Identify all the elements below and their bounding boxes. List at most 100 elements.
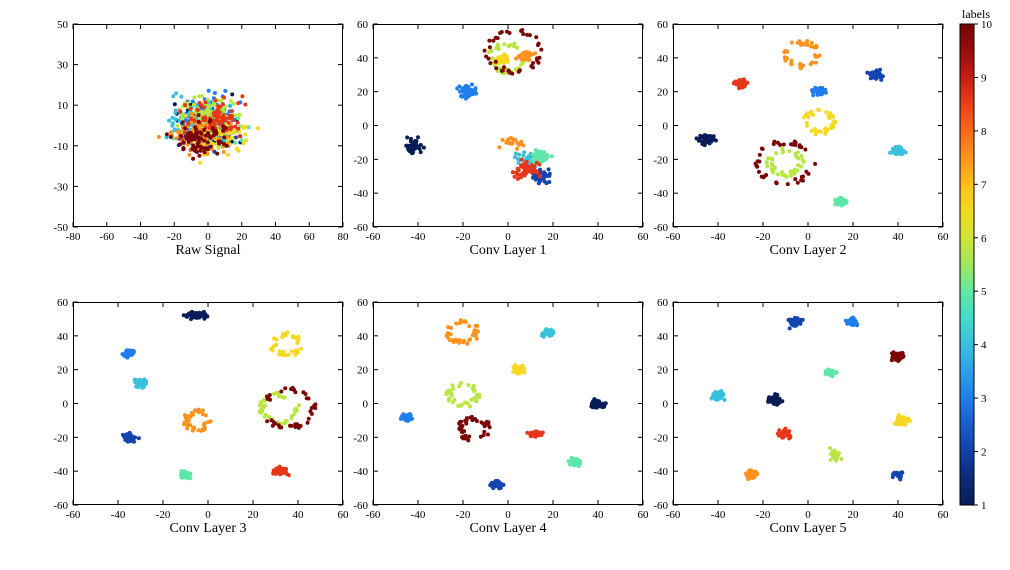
panel-conv3-plot: -60-40-200204060-60-40-200204060 xyxy=(73,302,343,505)
xtick-label: -20 xyxy=(756,509,771,521)
ytick-label: 20 xyxy=(357,87,369,99)
panel-conv3: -60-40-200204060-60-40-200204060 Conv Lay… xyxy=(73,302,343,535)
xtick-label: 40 xyxy=(893,231,905,243)
xtick-label: 80 xyxy=(338,231,350,243)
panel-conv1: -60-40-200204060-60-40-200204060 Conv Lay… xyxy=(373,24,643,257)
panel-conv2-plot: -60-40-200204060-60-40-200204060 xyxy=(673,24,943,227)
ytick-label: -40 xyxy=(653,466,668,478)
xtick-label: 0 xyxy=(805,509,811,521)
xtick-label: -40 xyxy=(111,509,126,521)
xtick-label: -40 xyxy=(711,231,726,243)
xtick-label: 20 xyxy=(236,231,248,243)
ytick-label: 20 xyxy=(57,365,69,377)
panel-conv1-title: Conv Layer 1 xyxy=(373,243,643,259)
ytick-label: -20 xyxy=(353,432,368,444)
ytick-label: -20 xyxy=(653,154,668,166)
ytick-label: 60 xyxy=(657,297,669,309)
ytick-label: 40 xyxy=(57,331,69,343)
ytick-label: -40 xyxy=(53,466,68,478)
xtick-label: 0 xyxy=(205,509,211,521)
ytick-label: 0 xyxy=(663,121,669,133)
scatter-points xyxy=(157,89,260,165)
ytick-label: -60 xyxy=(353,500,368,512)
xtick-label: 40 xyxy=(593,231,605,243)
axis-box xyxy=(374,25,643,227)
colorbar-title: labels xyxy=(962,7,990,21)
xtick-label: 40 xyxy=(270,231,282,243)
ytick-label: 20 xyxy=(657,87,669,99)
scatter-points xyxy=(399,318,608,490)
ytick-label: -30 xyxy=(53,181,68,193)
xtick-label: -40 xyxy=(411,509,426,521)
scatter-points xyxy=(404,28,554,185)
ytick-label: 30 xyxy=(57,60,69,72)
xtick-label: -20 xyxy=(167,231,182,243)
colorbar-tick-label: 6 xyxy=(981,233,987,245)
panel-conv5-plot: -60-40-200204060-60-40-200204060 xyxy=(673,302,943,505)
ytick-label: -20 xyxy=(53,432,68,444)
panel-conv1-plot: -60-40-200204060-60-40-200204060 xyxy=(373,24,643,227)
colorbar-tick-label: 4 xyxy=(981,340,987,352)
ytick-label: 60 xyxy=(657,19,669,31)
ytick-label: 40 xyxy=(657,53,669,65)
colorbar-tick-label: 7 xyxy=(981,179,987,191)
colorbar-gradient xyxy=(960,24,974,505)
xtick-label: 20 xyxy=(248,509,260,521)
ytick-label: -20 xyxy=(653,432,668,444)
ytick-label: -40 xyxy=(353,466,368,478)
scatter-points xyxy=(695,39,908,207)
xtick-label: -20 xyxy=(456,231,471,243)
xtick-label: -40 xyxy=(133,231,148,243)
ytick-label: -10 xyxy=(53,141,68,153)
xtick-label: 60 xyxy=(304,231,316,243)
ytick-label: 0 xyxy=(363,121,369,133)
xtick-label: -40 xyxy=(711,509,726,521)
xtick-label: 0 xyxy=(805,231,811,243)
ytick-label: -60 xyxy=(53,500,68,512)
xtick-label: 60 xyxy=(638,231,650,243)
ytick-label: 40 xyxy=(357,53,369,65)
panel-conv4-title: Conv Layer 4 xyxy=(373,521,643,537)
xtick-label: 20 xyxy=(548,231,560,243)
xtick-label: 0 xyxy=(205,231,211,243)
axis-box xyxy=(74,303,343,505)
scatter-points xyxy=(121,310,318,480)
panel-conv2: -60-40-200204060-60-40-200204060Conv Lay… xyxy=(673,24,943,257)
panel-raw: -80-60-40-20020406080-50-30-10103050 Raw … xyxy=(73,24,343,257)
ytick-label: 60 xyxy=(357,19,369,31)
panel-conv4-plot: -60-40-200204060-60-40-200204060 xyxy=(373,302,643,505)
xtick-label: 0 xyxy=(505,231,511,243)
xtick-label: 60 xyxy=(338,509,350,521)
panel-conv3-title: Conv Layer 3 xyxy=(73,521,343,537)
colorbar-tick-label: 5 xyxy=(981,286,987,298)
figure-root: -80-60-40-20020406080-50-30-10103050 Raw … xyxy=(0,0,1010,570)
xtick-label: 20 xyxy=(848,231,860,243)
ytick-label: 50 xyxy=(57,19,69,31)
xtick-label: -20 xyxy=(156,509,171,521)
xtick-label: -40 xyxy=(411,231,426,243)
ytick-label: -40 xyxy=(653,188,668,200)
xtick-label: 60 xyxy=(938,231,950,243)
colorbar-tick-label: 9 xyxy=(981,72,987,84)
xtick-label: 20 xyxy=(848,509,860,521)
panel-conv5-title: Conv Layer 5 xyxy=(673,521,943,537)
ytick-label: -60 xyxy=(353,222,368,234)
colorbar: 12345678910labels xyxy=(960,24,1010,509)
ytick-label: -20 xyxy=(353,154,368,166)
xtick-label: 20 xyxy=(548,509,560,521)
colorbar-tick-label: 2 xyxy=(981,447,987,459)
xtick-label: 40 xyxy=(293,509,305,521)
panel-raw-title: Raw Signal xyxy=(73,243,343,259)
panel-conv4: -60-40-200204060-60-40-200204060 Conv Lay… xyxy=(373,302,643,535)
ytick-label: 20 xyxy=(357,365,369,377)
ytick-label: 40 xyxy=(357,331,369,343)
xtick-label: 60 xyxy=(638,509,650,521)
ytick-label: 0 xyxy=(63,399,69,411)
colorbar-tick-label: 3 xyxy=(981,393,987,405)
ytick-label: -40 xyxy=(353,188,368,200)
ytick-label: 60 xyxy=(357,297,369,309)
ytick-label: 20 xyxy=(657,365,669,377)
xtick-label: -20 xyxy=(756,231,771,243)
xtick-label: -20 xyxy=(456,509,471,521)
panel-raw-plot: -80-60-40-20020406080-50-30-10103050 xyxy=(73,24,343,227)
